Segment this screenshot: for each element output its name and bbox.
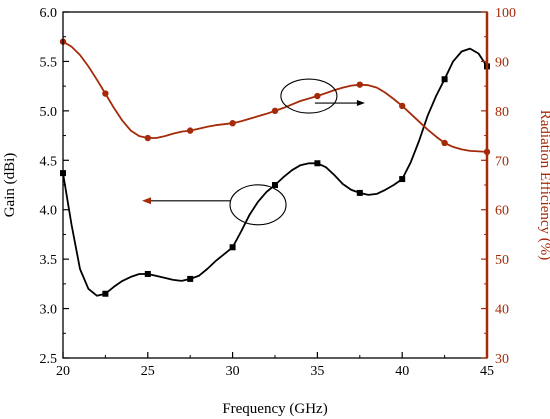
y2-tick-label: 90 [495,55,509,70]
efficiency-point [144,134,151,142]
gain-point [144,270,151,277]
x-tick-label: 35 [310,364,324,379]
y2-axis-label: Radiation Efficiency (%) [537,110,550,261]
efficiency-point [271,107,279,115]
y-tick-label: 5.0 [40,105,58,120]
y2-tick-label: 30 [495,352,509,367]
x-tick-label: 20 [56,364,70,379]
y-tick-label: 6.0 [40,6,58,21]
series-markers [59,38,491,297]
gain-point [229,244,236,251]
series-line-left [62,47,488,297]
arrow-head-right [356,100,365,107]
efficiency-point [399,102,406,110]
y-tick-label: 3.0 [40,303,58,318]
y-axis-label: Gain (dBi) [2,153,18,218]
y-tick-label: 2.5 [40,352,58,367]
x-axis-label: Frequency (GHz) [222,401,327,417]
y2-tick-label: 100 [495,6,516,21]
arrow-head-left [142,197,152,205]
x-tick-label: 40 [395,364,409,379]
gain-point [441,76,448,83]
y2-tick-label: 80 [495,105,509,120]
efficiency-point [229,120,236,127]
gain-point [187,275,194,282]
annotations [142,78,365,226]
efficiency-point [314,92,321,100]
y-tick-label: 4.5 [40,154,58,169]
x-tick-label: 25 [141,364,155,379]
gain-point [399,176,406,183]
y-axis-ticks: 2.5 3.0 3.5 4.0 4.5 5.0 5.5 6.0 [40,6,69,367]
gain-point [314,160,321,167]
y-tick-label: 3.5 [40,253,58,268]
series-line-right [62,40,488,153]
gain-point [272,182,278,188]
y2-tick-label: 40 [495,303,509,318]
annotation-ellipse-efficiency [280,78,338,114]
x-tick-label: 45 [480,364,494,379]
y-tick-label: 4.0 [40,204,58,219]
y2-tick-label: 50 [495,253,509,268]
efficiency-point [187,127,194,134]
series-curves [62,40,488,297]
y2-tick-label: 60 [495,204,509,219]
efficiency-point [356,81,363,88]
y2-tick-label: 70 [495,154,509,169]
annotation-ellipse-gain [229,184,287,226]
gain-point [356,189,363,196]
gain-point [102,290,109,297]
x-axis-ticks: 20 25 30 35 40 45 [56,352,494,379]
efficiency-point [102,90,109,97]
efficiency-point [441,139,448,147]
x-tick-label: 30 [226,364,240,379]
y-tick-label: 5.5 [40,55,58,70]
